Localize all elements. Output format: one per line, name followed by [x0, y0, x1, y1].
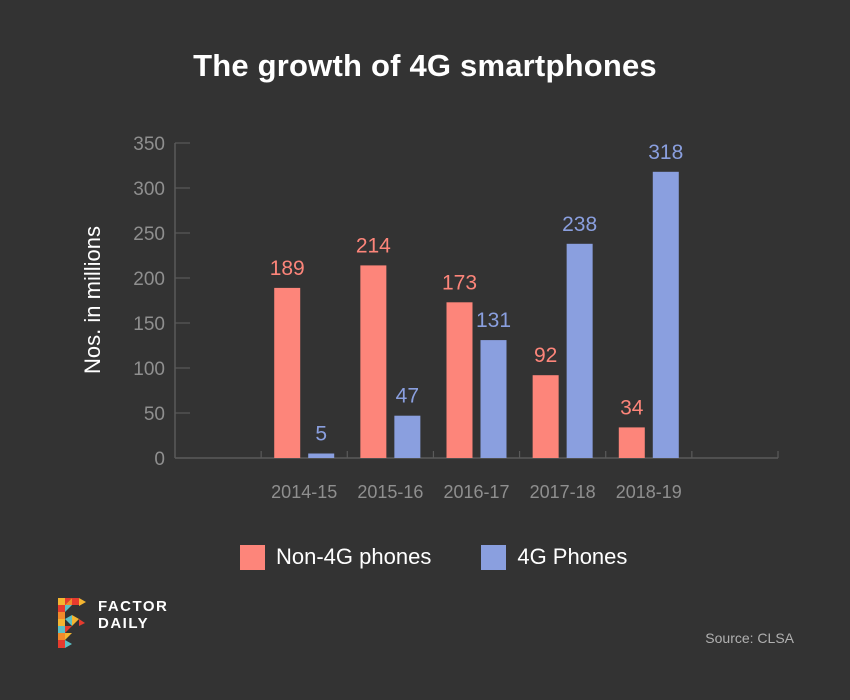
logo-text: FACTOR DAILY — [98, 598, 168, 648]
data-label-non4g: 92 — [534, 344, 557, 367]
x-tick-label: 2018-19 — [616, 482, 682, 502]
data-labels: 189 5 214 47 173 131 92 238 34 318 — [270, 141, 684, 446]
y-tick-label: 300 — [133, 179, 165, 200]
data-label-non4g: 173 — [442, 271, 477, 294]
legend-label-4g: 4G Phones — [517, 544, 628, 569]
x-tick-label: 2016-17 — [443, 482, 509, 502]
y-axis-label: Nos. in millions — [80, 226, 105, 374]
bar-non4g — [360, 265, 387, 458]
legend-swatch-4g — [481, 544, 507, 570]
data-label-4g: 318 — [648, 141, 683, 164]
y-tick-label: 100 — [133, 359, 165, 380]
logo-line2: DAILY — [98, 615, 150, 632]
data-label-4g: 238 — [562, 213, 597, 236]
x-tick-label: 2014-15 — [271, 482, 337, 502]
x-tick-label: 2015-16 — [357, 482, 423, 502]
bar-4g — [480, 340, 507, 458]
bar-non4g — [274, 287, 301, 458]
data-label-4g: 131 — [476, 309, 511, 332]
chart-title: The growth of 4G smartphones — [193, 48, 657, 83]
bar-4g — [394, 415, 421, 458]
bar-4g — [566, 243, 593, 458]
y-tick-label: 250 — [133, 224, 165, 245]
y-tick-label: 200 — [133, 269, 165, 290]
data-label-4g: 5 — [315, 423, 327, 446]
y-tick-label: 0 — [154, 449, 165, 470]
legend-item-non4g: Non-4G phones — [240, 544, 431, 570]
data-label-non4g: 214 — [356, 234, 391, 257]
logo-f-icon — [58, 598, 86, 648]
bar-4g — [308, 453, 335, 458]
legend-swatch-non4g — [240, 544, 265, 570]
x-tick-label: 2017-18 — [530, 482, 596, 502]
data-label-4g: 47 — [396, 385, 419, 408]
bar-non4g — [532, 375, 559, 458]
bars — [274, 171, 679, 459]
y-tick-label: 50 — [144, 404, 165, 425]
y-tick-label: 350 — [133, 134, 165, 155]
legend-label-non4g: Non-4G phones — [276, 544, 432, 569]
logo-line1: FACTOR — [98, 598, 169, 615]
axes: 0 50 100 150 200 250 300 350 2014-15 2015-16 2016-… — [133, 134, 779, 502]
legend: Non-4G phones 4G Phones — [240, 544, 677, 570]
legend-item-4g: 4G Phones — [481, 544, 627, 570]
y-tick-label: 150 — [133, 314, 165, 335]
bar-4g — [652, 171, 679, 459]
bar-non4g — [446, 302, 473, 458]
source-note: Source: CLSA — [705, 630, 794, 646]
data-label-non4g: 189 — [270, 257, 305, 280]
data-label-non4g: 34 — [620, 396, 644, 419]
factor-daily-logo: FACTOR DAILY — [58, 598, 168, 648]
bar-non4g — [618, 427, 645, 458]
